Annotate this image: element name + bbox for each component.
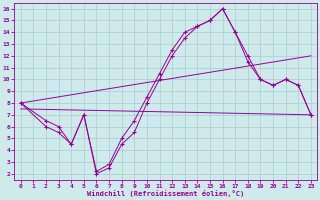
X-axis label: Windchill (Refroidissement éolien,°C): Windchill (Refroidissement éolien,°C)	[87, 190, 244, 197]
